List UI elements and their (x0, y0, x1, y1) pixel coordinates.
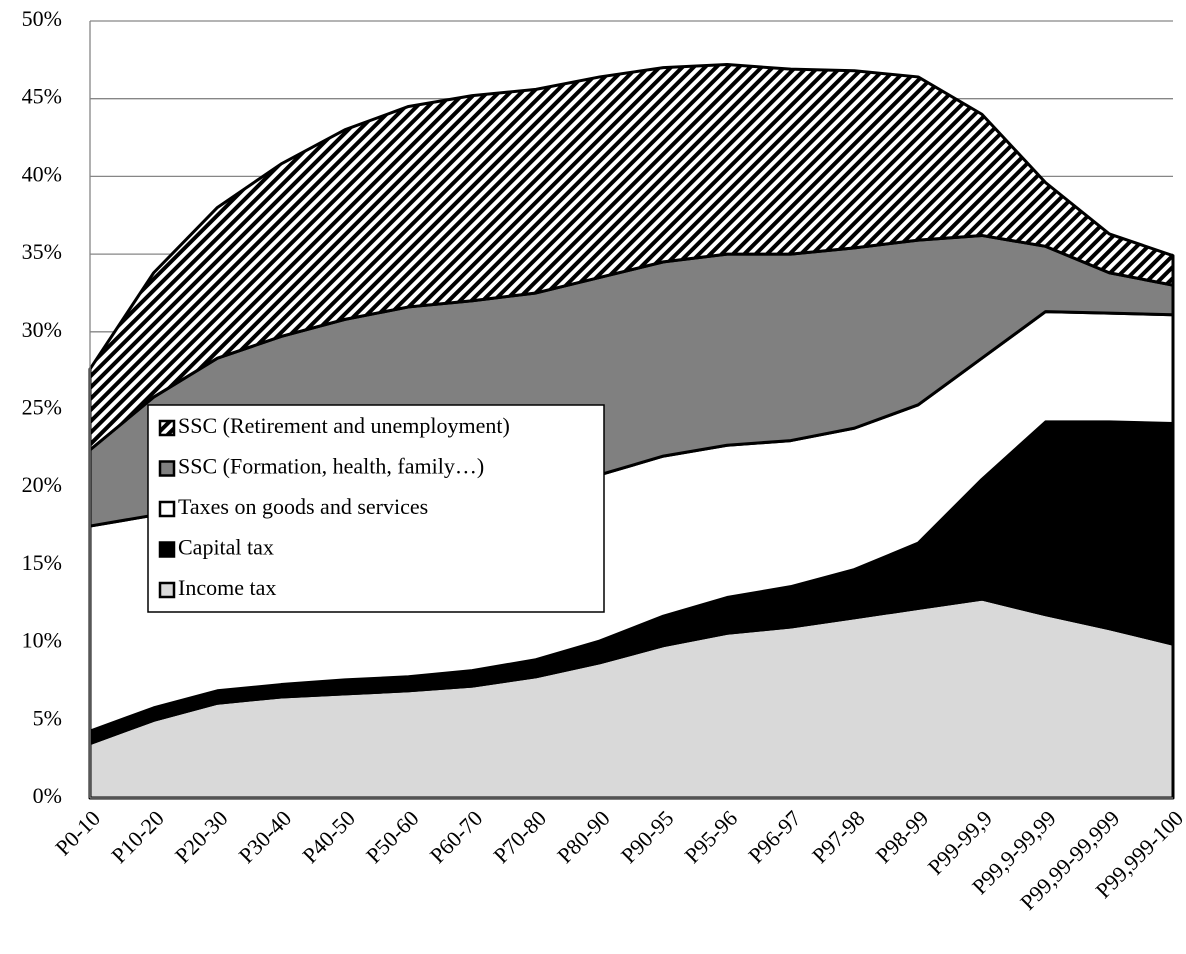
y-tick-label: 20% (22, 472, 62, 497)
y-tick-label: 0% (33, 783, 62, 808)
legend-label: SSC (Retirement and unemployment) (178, 413, 510, 438)
legend-marker (158, 419, 176, 437)
y-tick-label: 40% (22, 161, 62, 186)
x-tick-label: P70-80 (488, 805, 551, 868)
x-tick-label: P96-97 (743, 805, 806, 868)
y-tick-label: 5% (33, 705, 62, 730)
x-tick-label: P90-95 (616, 805, 679, 868)
x-tick-label: P97-98 (807, 805, 870, 868)
y-tick-label: 15% (22, 550, 62, 575)
y-tick-label: 45% (22, 84, 62, 109)
legend-label: Taxes on goods and services (178, 494, 428, 519)
legend-label: Income tax (178, 575, 276, 600)
x-tick-label: P30-40 (234, 805, 297, 868)
y-tick-label: 50% (22, 6, 62, 31)
y-tick-label: 25% (22, 395, 62, 420)
x-tick-label: P95-96 (680, 805, 743, 868)
y-tick-label: 35% (22, 239, 62, 264)
x-tick-label: P50-60 (361, 805, 424, 868)
legend: SSC (Retirement and unemployment) SSC (Fo… (147, 404, 605, 613)
x-tick-label: P60-70 (425, 805, 488, 868)
legend-marker (158, 500, 176, 518)
x-tick-label: P98-99 (871, 805, 934, 868)
area (88, 63, 1175, 452)
y-tick-label: 30% (22, 317, 62, 342)
x-tick-label: P80-90 (552, 805, 615, 868)
legend-marker (158, 541, 176, 558)
y-tick-label: 10% (22, 628, 62, 653)
legend-label: Capital tax (178, 535, 274, 560)
legend-marker (158, 460, 176, 477)
legend-box (147, 404, 605, 613)
legend-label: SSC (Formation, health, family…) (178, 454, 484, 479)
x-tick-label: P40-50 (297, 805, 360, 868)
x-tick-label: P0-10 (50, 805, 105, 860)
x-tick-label: P20-30 (170, 805, 233, 868)
x-tick-label: P10-20 (106, 805, 169, 868)
legend-marker (158, 581, 176, 599)
